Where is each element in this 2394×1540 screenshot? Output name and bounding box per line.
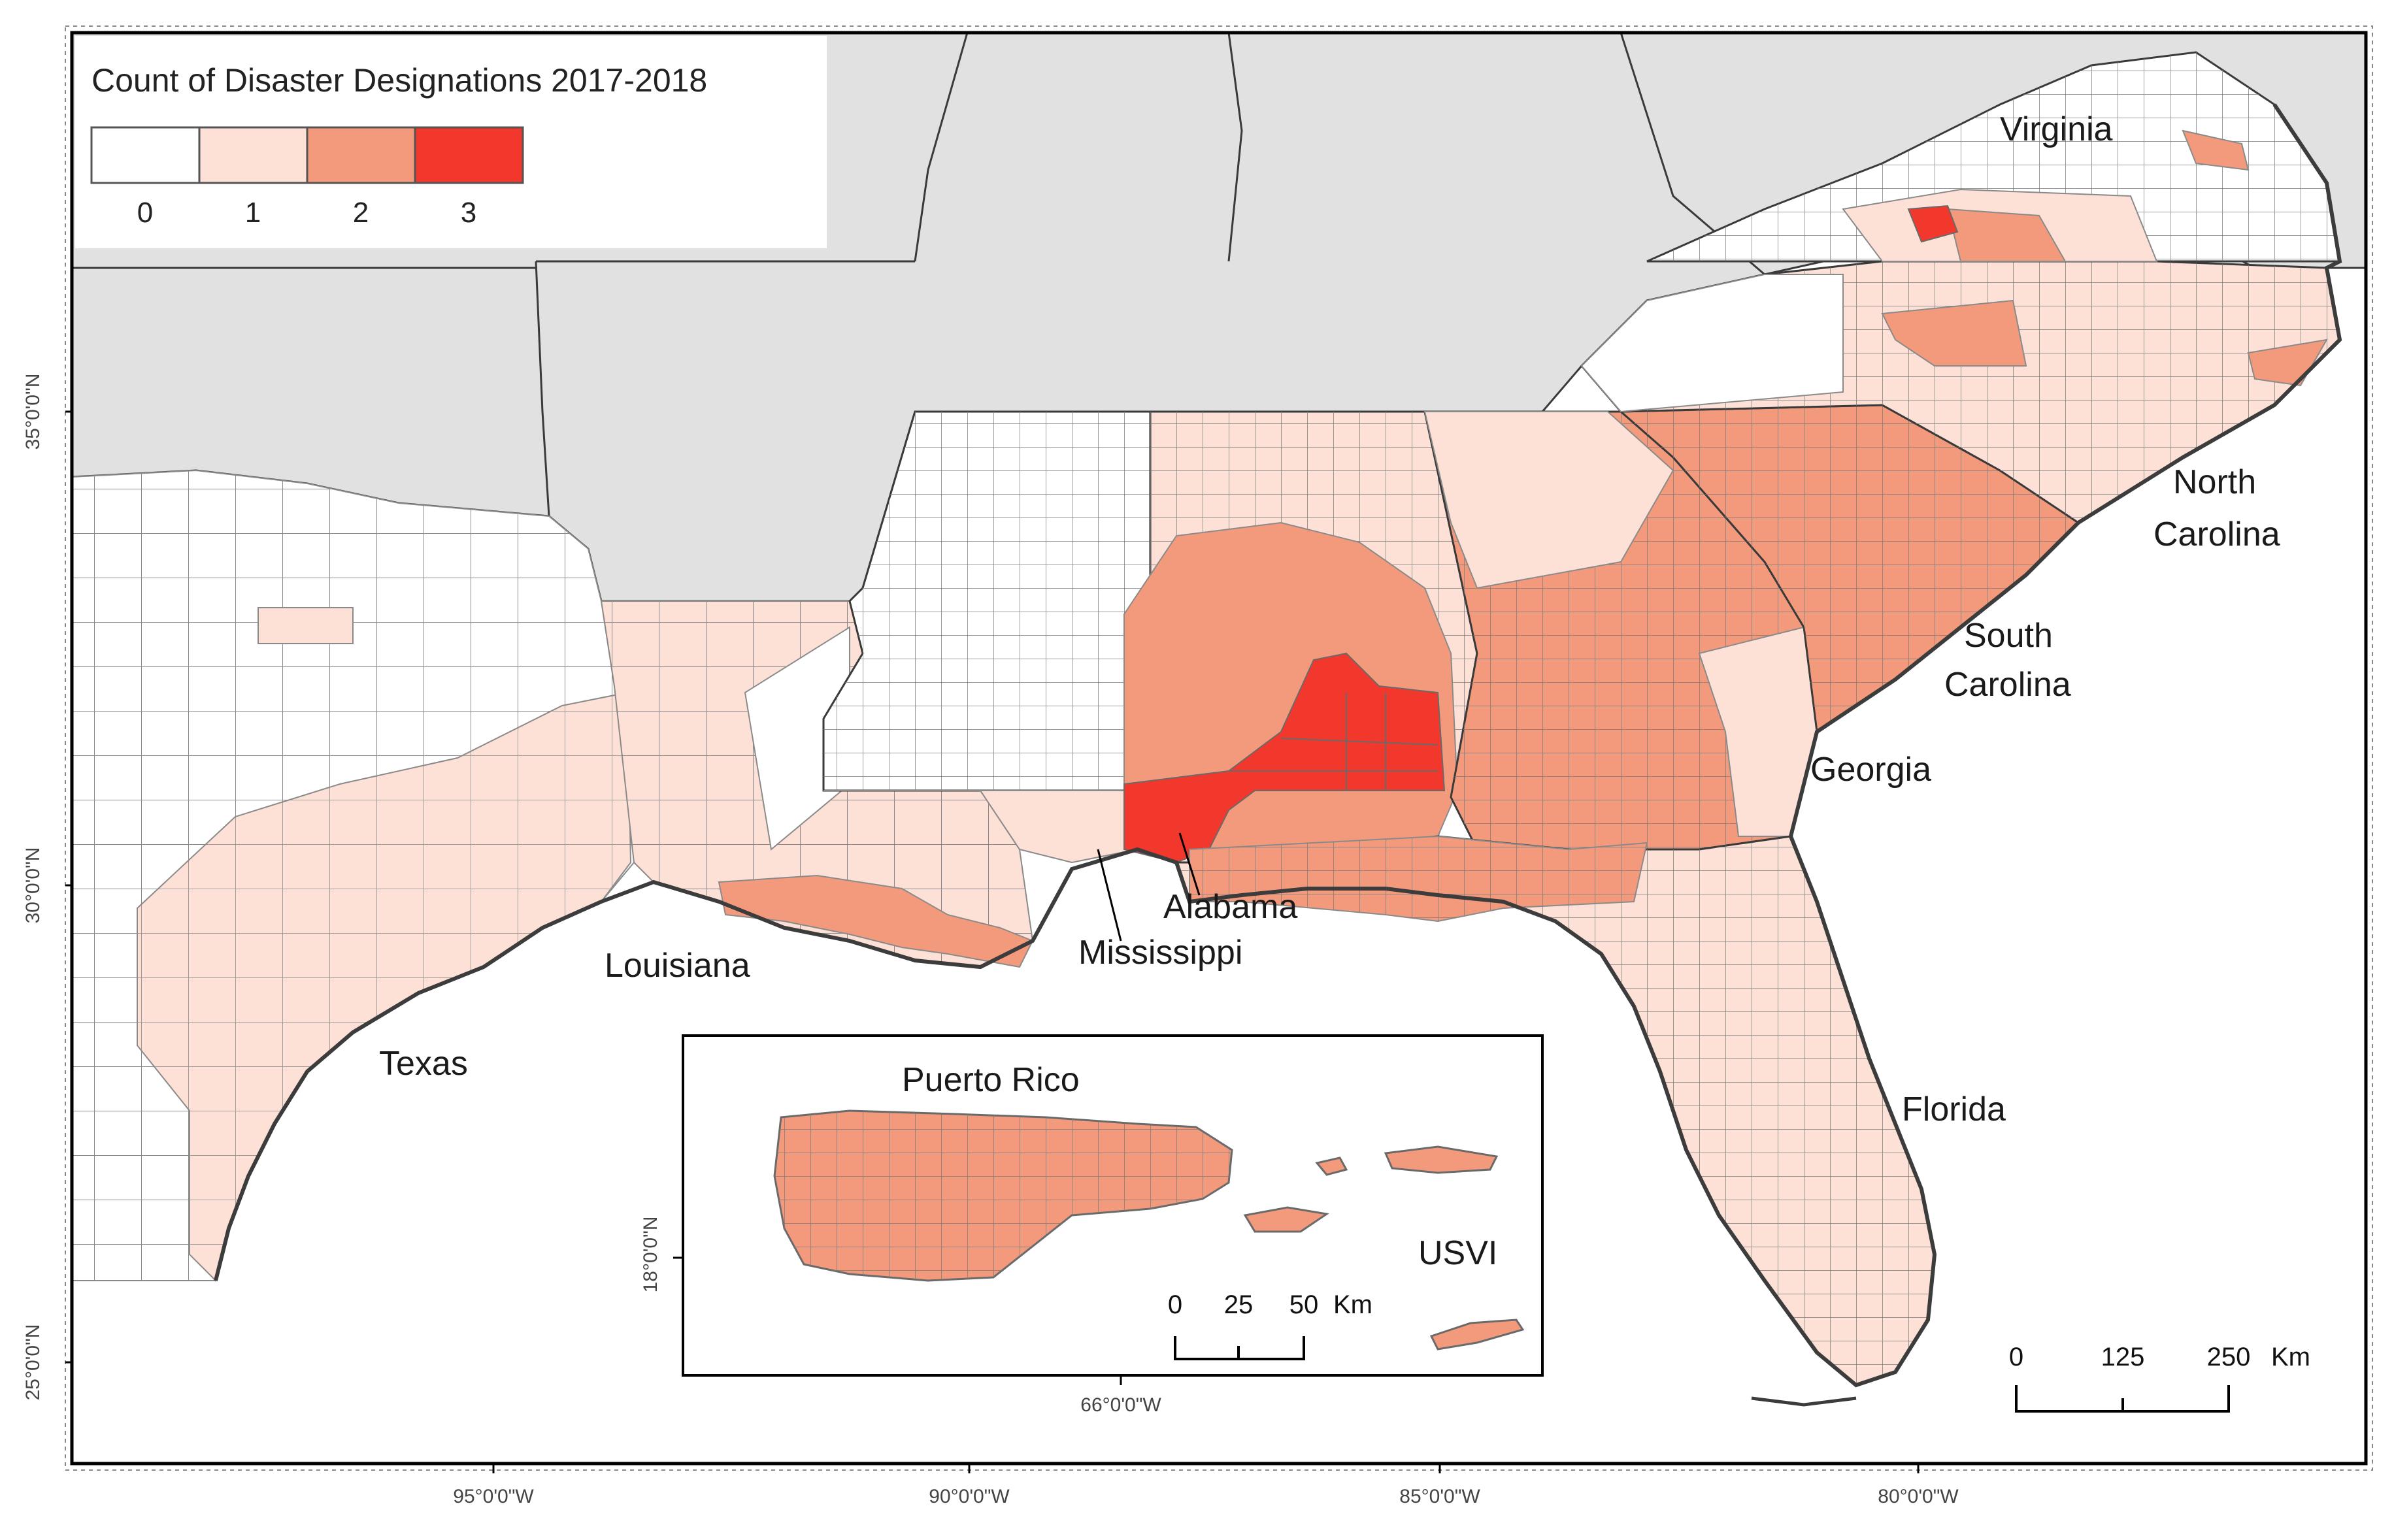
legend-swatch-0 — [90, 126, 201, 184]
label-mississippi: Mississippi — [1078, 934, 1242, 972]
inset-scale-tick-50: 50 — [1289, 1290, 1319, 1319]
inset-scale-bar: 0 25 50 Km — [1168, 1290, 1372, 1360]
label-north-carolina-line1: North — [2173, 463, 2256, 501]
label-alabama: Alabama — [1163, 888, 1297, 926]
legend-value-0: 0 — [137, 197, 153, 229]
label-virginia: Virginia — [2000, 110, 2113, 148]
louisiana-coastal-parishes — [718, 874, 1034, 968]
inset-scale-unit: Km — [1333, 1290, 1372, 1319]
inset-scale-tick-0: 0 — [1168, 1290, 1182, 1319]
scale-bar: 0 125 250 Km — [2009, 1343, 2310, 1413]
alabama-three-designations — [1123, 652, 1446, 864]
lat-label-30n: 30°0'0"N — [22, 847, 44, 924]
inset-usvi-label: USVI — [1418, 1234, 1497, 1272]
scale-unit: Km — [2271, 1343, 2310, 1371]
label-north-carolina-line2: Carolina — [2153, 516, 2280, 553]
usvi-st-croix — [1429, 1319, 1525, 1351]
lon-label-85w: 85°0'0"W — [1399, 1486, 1480, 1507]
lon-label-90w: 90°0'0"W — [929, 1486, 1010, 1507]
lon-label-80w: 80°0'0"W — [1878, 1486, 1959, 1507]
lat-label-35n: 35°0'0"N — [22, 374, 44, 450]
legend-swatch-3 — [414, 126, 524, 184]
inset-title: Puerto Rico — [902, 1061, 1080, 1099]
legend-swatch-1 — [198, 126, 308, 184]
label-south-carolina-line1: South — [1964, 617, 2053, 655]
culebra-island — [1315, 1156, 1348, 1176]
lon-label-95w: 95°0'0"W — [453, 1486, 534, 1507]
inset-map: Puerto Rico USVI 18°0'0"N 66°0'0"W 0 25 … — [640, 1034, 1544, 1416]
label-florida: Florida — [1902, 1090, 2006, 1128]
label-georgia: Georgia — [1810, 751, 1931, 789]
state-labels: Virginia North Carolina South Carolina G… — [379, 110, 2280, 1128]
coastline — [214, 103, 2342, 1388]
legend-swatch-2 — [306, 126, 416, 184]
scale-tick-125: 125 — [2101, 1343, 2145, 1371]
label-south-carolina-line2: Carolina — [1944, 666, 2071, 704]
leader-line-mississippi — [1097, 849, 1122, 942]
inset-lon-label: 66°0'0"W — [1080, 1394, 1161, 1416]
label-louisiana: Louisiana — [605, 947, 750, 985]
vieques-island — [1243, 1206, 1329, 1233]
scale-tick-250: 250 — [2207, 1343, 2251, 1371]
latitude-labels: 35°0'0"N 30°0'0"N 25°0'0"N — [22, 374, 72, 1401]
inset-scale-tick-25: 25 — [1224, 1290, 1254, 1319]
scale-tick-0: 0 — [2009, 1343, 2023, 1371]
inset-lat-label: 18°0'0"N — [640, 1217, 661, 1293]
lat-label-25n: 25°0'0"N — [22, 1324, 44, 1401]
legend: Count of Disaster Designations 2017-2018… — [75, 36, 827, 248]
usvi-st-thomas-st-john — [1384, 1145, 1499, 1174]
legend-title: Count of Disaster Designations 2017-2018 — [91, 62, 707, 99]
virginia-three-designations — [1907, 205, 1959, 243]
legend-value-2: 2 — [353, 197, 369, 229]
label-texas: Texas — [379, 1045, 468, 1083]
longitude-labels: 95°0'0"W 90°0'0"W 85°0'0"W 80°0'0"W — [453, 1464, 1959, 1507]
legend-value-1: 1 — [245, 197, 261, 229]
leader-line-alabama — [1178, 832, 1201, 896]
legend-value-3: 3 — [461, 197, 476, 229]
